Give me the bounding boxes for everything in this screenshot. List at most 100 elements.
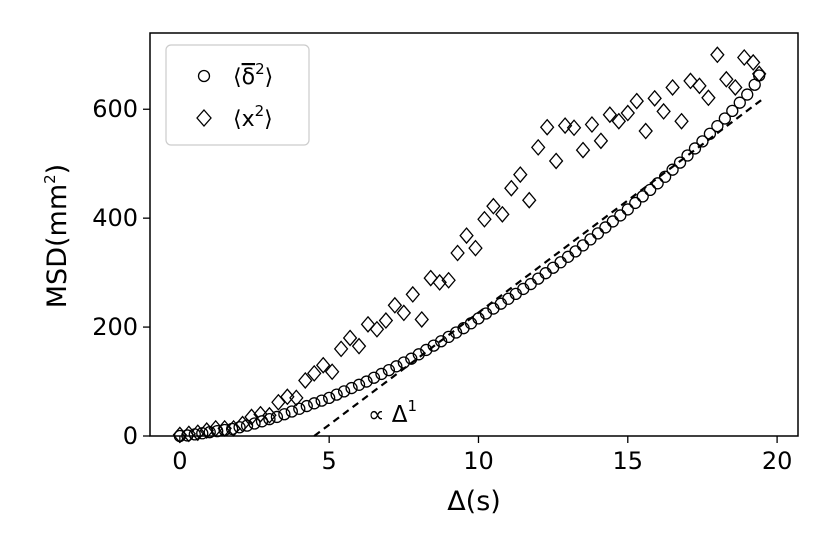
data-point-circle [375, 367, 388, 381]
data-point-diamond [396, 304, 412, 322]
legend-marker-circle [197, 69, 211, 83]
data-point-diamond [486, 197, 501, 215]
data-point-circle [726, 104, 739, 118]
y-tick-label: 200 [92, 313, 138, 341]
data-point-circle [606, 215, 620, 228]
data-point-diamond [432, 273, 447, 291]
data-point-diamond [745, 53, 761, 71]
data-point-diamond [557, 117, 573, 135]
data-point-diamond [728, 78, 743, 96]
data-point-diamond [751, 65, 767, 83]
legend-box [165, 44, 310, 146]
data-point-circle [390, 360, 403, 373]
data-point-diamond [701, 89, 716, 107]
data-point-diamond [513, 166, 528, 184]
x-tick-label: 0 [172, 447, 187, 475]
data-point-circle [584, 233, 597, 246]
data-point-circle [278, 408, 291, 421]
data-point-circle [337, 385, 351, 398]
data-point-circle [621, 203, 634, 216]
data-point-circle [285, 405, 298, 418]
x-tick-label: 20 [762, 447, 793, 475]
data-point-circle [420, 343, 433, 357]
data-point-circle [360, 375, 373, 388]
data-point-diamond [298, 371, 313, 389]
data-point-circle [711, 119, 724, 133]
data-point-circle [382, 363, 396, 377]
data-point-circle [614, 209, 627, 222]
data-point-circle [718, 112, 731, 125]
data-point-diamond [548, 152, 564, 170]
data-point-circle [405, 352, 418, 365]
data-point-circle [367, 371, 381, 384]
data-point-diamond [683, 72, 698, 90]
data-point-circle [688, 142, 702, 155]
data-point-diamond [441, 271, 456, 289]
data-point-diamond [656, 102, 671, 120]
data-point-circle [300, 399, 313, 413]
data-point-diamond [584, 115, 600, 133]
data-point-diamond [593, 132, 609, 150]
data-point-diamond [530, 138, 546, 156]
data-point-diamond [423, 269, 438, 287]
data-point-diamond [342, 329, 358, 347]
data-point-circle [233, 421, 246, 434]
data-point-circle [442, 330, 455, 344]
data-point-circle [293, 402, 306, 415]
data-point-diamond [522, 191, 537, 209]
data-point-diamond [459, 227, 474, 245]
data-point-circle [263, 412, 276, 426]
data-point-circle [673, 156, 687, 169]
data-point-circle [681, 149, 694, 162]
data-point-circle [449, 326, 463, 339]
x-tick-label: 5 [322, 447, 337, 475]
data-point-circle [644, 183, 657, 196]
reference-line [313, 98, 763, 437]
data-point-circle [435, 335, 448, 348]
data-point-diamond [360, 315, 376, 333]
data-point-diamond [244, 408, 259, 426]
data-point-diamond [504, 179, 519, 197]
y-tick-label: 400 [92, 204, 138, 232]
data-point-diamond [387, 296, 403, 314]
reference-line-label: ∝ Δ1 [368, 397, 417, 428]
x-axis-label: Δ(s) [447, 486, 501, 517]
data-point-circle [636, 190, 649, 203]
data-point-diamond [378, 312, 394, 330]
data-point-diamond [351, 337, 367, 355]
data-point-circle [397, 356, 410, 369]
data-point-circle [323, 391, 336, 405]
data-point-diamond [414, 310, 429, 328]
data-point-circle [270, 410, 284, 424]
data-point-circle [315, 394, 328, 407]
data-point-circle [658, 170, 672, 183]
data-point-diamond [262, 406, 277, 424]
data-point-diamond [307, 364, 322, 382]
data-point-diamond [190, 424, 206, 442]
data-point-circle [345, 381, 358, 395]
data-point-diamond [539, 118, 555, 136]
data-point-circle [427, 339, 440, 352]
data-point-diamond [710, 46, 725, 64]
data-point-circle [412, 348, 425, 361]
legend-marker-diamond [196, 109, 212, 127]
data-point-diamond [629, 92, 644, 110]
data-point-circle [741, 88, 754, 101]
data-point-diamond [199, 422, 214, 440]
data-point-circle [569, 245, 582, 258]
data-point-diamond [333, 340, 349, 358]
data-point-circle [733, 96, 746, 109]
x-tick-label: 10 [463, 447, 494, 475]
data-point-diamond [647, 89, 662, 107]
x-tick-label: 15 [613, 447, 644, 475]
data-point-circle [591, 227, 605, 240]
data-point-diamond [611, 112, 627, 130]
data-point-diamond [495, 205, 510, 223]
y-tick-label: 0 [123, 422, 138, 450]
data-point-diamond [638, 122, 653, 140]
data-point-diamond [369, 320, 385, 338]
data-point-circle [703, 127, 717, 140]
